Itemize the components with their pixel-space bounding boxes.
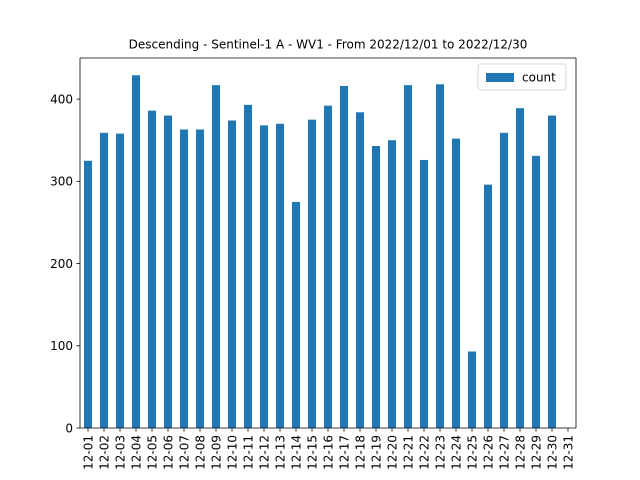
chart-title: Descending - Sentinel-1 A - WV1 - From 2… [129,38,528,52]
x-tick-label-12-30: 12-30 [545,435,559,470]
x-tick-label-12-04: 12-04 [129,435,143,470]
y-tick-label-0: 0 [65,421,73,435]
x-tick-label-12-15: 12-15 [305,435,319,470]
bar-12-15 [308,119,316,429]
x-tick-label-12-25: 12-25 [465,435,479,470]
bar-12-08 [196,129,204,428]
x-tick-label-12-13: 12-13 [273,435,287,470]
x-tick-label-12-10: 12-10 [225,435,239,470]
x-tick-label-12-22: 12-22 [417,435,431,470]
x-tick-label-12-09: 12-09 [209,435,223,470]
bar-12-30 [548,115,556,428]
x-tick-label-12-28: 12-28 [513,435,527,470]
bar-12-14 [292,201,300,428]
bar-12-21 [404,85,412,428]
x-tick-label-12-02: 12-02 [97,435,111,470]
x-tick-label-12-18: 12-18 [353,435,367,470]
x-tick-label-12-14: 12-14 [289,435,303,470]
bar-12-24 [452,138,460,428]
bar-12-22 [420,159,428,428]
bar-12-13 [276,123,284,428]
bar-12-29 [532,155,540,428]
bar-12-28 [516,108,524,428]
y-tick-label-100: 100 [50,339,73,353]
x-tick-label-12-01: 12-01 [81,435,95,470]
bar-12-07 [180,129,188,428]
x-tick-label-12-27: 12-27 [497,435,511,470]
bar-12-18 [356,112,364,429]
legend-swatch-count [486,73,514,82]
bar-12-17 [340,85,348,429]
x-tick-label-12-19: 12-19 [369,435,383,470]
bar-12-02 [100,132,108,428]
bar-12-06 [164,115,172,428]
bar-12-20 [388,140,396,428]
x-tick-label-12-24: 12-24 [449,435,463,470]
x-tick-label-12-03: 12-03 [113,435,127,470]
bar-12-27 [500,132,508,428]
x-tick-label-12-07: 12-07 [177,435,191,470]
x-tick-label-12-20: 12-20 [385,435,399,470]
bar-12-19 [372,145,380,429]
bar-12-04 [132,75,140,429]
x-tick-label-12-16: 12-16 [321,435,335,470]
bar-12-10 [228,120,236,429]
y-tick-label-300: 300 [50,175,73,189]
x-tick-label-12-21: 12-21 [401,435,415,470]
x-tick-label-12-26: 12-26 [481,435,495,470]
x-tick-label-12-31: 12-31 [561,435,575,470]
x-tick-label-12-29: 12-29 [529,435,543,470]
x-tick-label-12-11: 12-11 [241,435,255,470]
x-tick-label-12-06: 12-06 [161,435,175,470]
x-tick-label-12-12: 12-12 [257,435,271,470]
bar-12-05 [148,110,156,429]
bar-12-12 [260,125,268,429]
x-tick-label-12-17: 12-17 [337,435,351,470]
y-tick-label-200: 200 [50,257,73,271]
bar-12-16 [324,105,332,428]
bar-12-11 [244,104,252,429]
bar-12-25 [468,351,476,428]
bar-12-03 [116,133,124,428]
legend-label-count: count [522,71,556,85]
x-tick-label-12-23: 12-23 [433,435,447,470]
legend: count [477,63,567,91]
y-tick-label-400: 400 [50,92,73,106]
x-tick-label-12-05: 12-05 [145,435,159,470]
bar-12-09 [212,85,220,428]
bar-12-01 [84,160,92,428]
bar-12-23 [436,84,444,428]
legend-frame [477,63,567,91]
bar-12-26 [484,184,492,428]
x-tick-label-12-08: 12-08 [193,435,207,470]
